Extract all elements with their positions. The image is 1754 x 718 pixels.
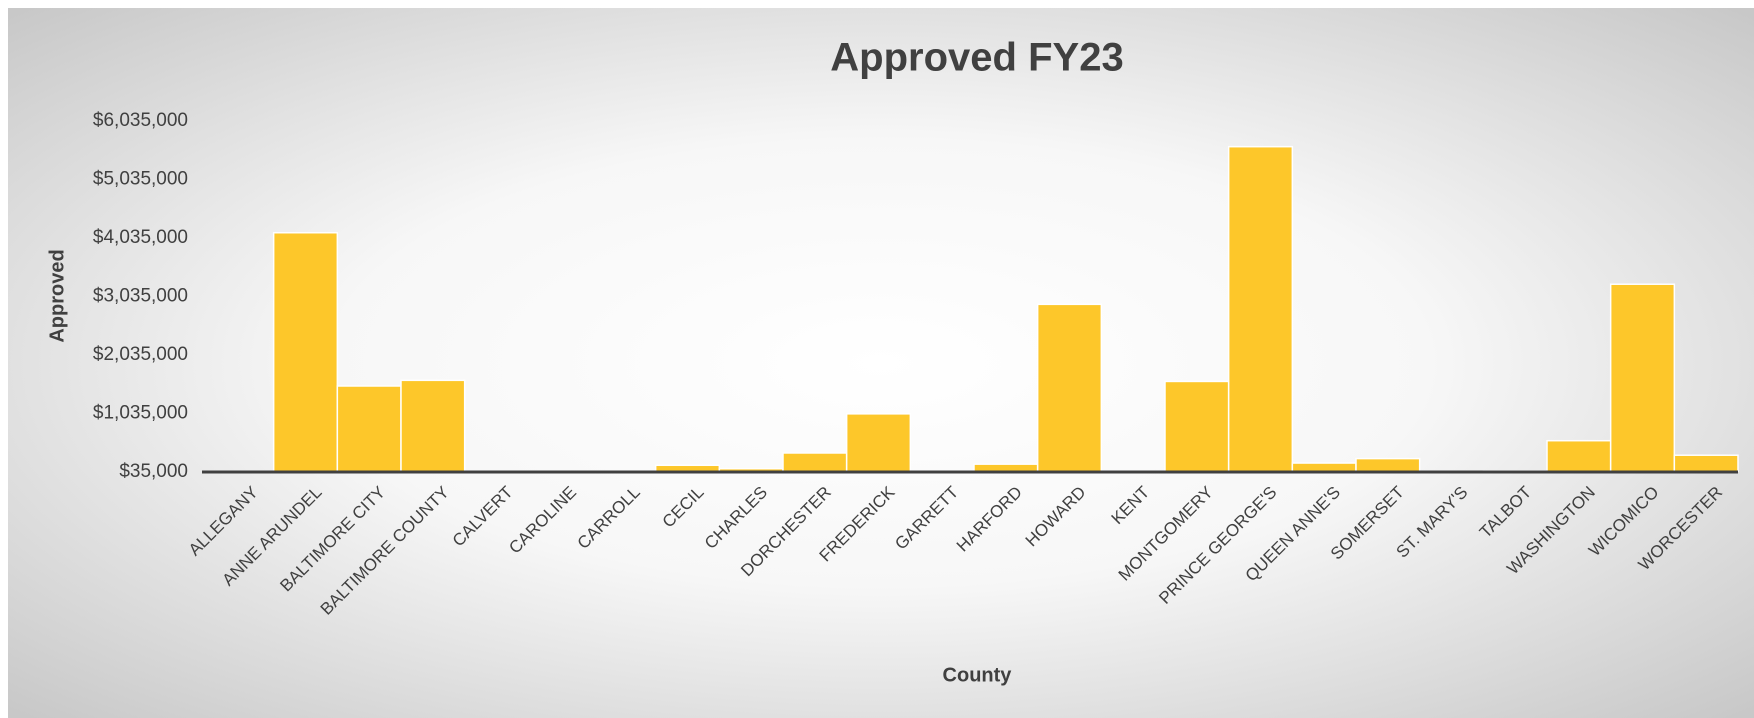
bar (336, 385, 402, 472)
bar (1227, 145, 1294, 472)
bars (209, 145, 1739, 472)
bar (1546, 439, 1612, 472)
y-tick-label: $2,035,000 (93, 344, 188, 365)
bar (272, 231, 339, 472)
y-tick-label: $4,035,000 (93, 227, 188, 248)
bar (1164, 380, 1230, 472)
bar (1355, 457, 1421, 472)
y-tick-label: $5,035,000 (93, 169, 188, 190)
y-axis-title: Approved (46, 249, 68, 342)
bar (400, 379, 466, 472)
bar (1609, 283, 1676, 472)
bar (1673, 454, 1739, 472)
y-tick-label: $35,000 (119, 461, 188, 482)
y-tick-label: $3,035,000 (93, 286, 188, 307)
chart-title: Approved FY23 (830, 36, 1123, 80)
y-tick-label: $6,035,000 (93, 110, 188, 131)
x-axis-title: County (943, 664, 1013, 686)
chart-background (8, 8, 1754, 718)
bar (845, 413, 912, 472)
bar (782, 452, 848, 472)
bar (1036, 303, 1103, 472)
y-tick-label: $1,035,000 (93, 403, 188, 424)
